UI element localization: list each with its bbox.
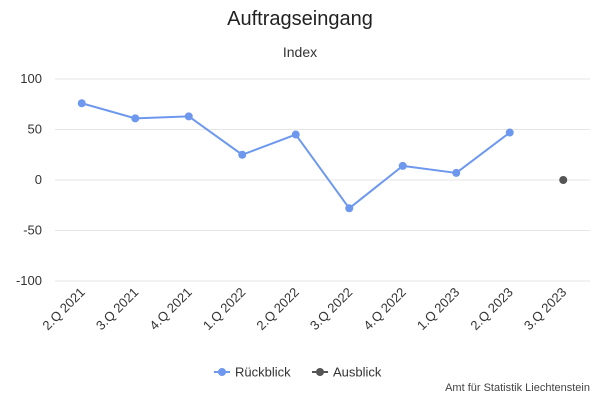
data-point bbox=[452, 168, 461, 177]
x-tick-label: 2.Q 2023 bbox=[467, 285, 515, 333]
data-point bbox=[505, 128, 514, 137]
data-point bbox=[238, 150, 247, 159]
chart-subtitle: Index bbox=[282, 44, 318, 60]
legend-item[interactable]: Rückblick bbox=[235, 365, 291, 380]
x-tick-label: 1.Q 2022 bbox=[200, 285, 248, 333]
legend-marker bbox=[316, 368, 324, 376]
data-point bbox=[398, 161, 407, 170]
data-point bbox=[291, 130, 300, 139]
data-point bbox=[559, 176, 568, 184]
y-tick-label: 100 bbox=[20, 71, 42, 86]
x-tick-label: 3.Q 2023 bbox=[521, 285, 569, 333]
y-tick-label: 50 bbox=[28, 122, 42, 137]
data-point bbox=[184, 112, 193, 121]
y-tick-label: 0 bbox=[35, 172, 42, 187]
x-tick-label: 2.Q 2022 bbox=[253, 285, 301, 333]
x-tick-label: 4.Q 2022 bbox=[360, 285, 408, 333]
y-tick-label: -50 bbox=[23, 223, 42, 238]
x-tick-label: 3.Q 2022 bbox=[307, 285, 355, 333]
x-tick-label: 1.Q 2023 bbox=[414, 285, 462, 333]
y-tick-label: -100 bbox=[16, 273, 42, 288]
legend-item[interactable]: Ausblick bbox=[333, 365, 382, 380]
data-point bbox=[345, 204, 354, 213]
legend-marker bbox=[218, 368, 226, 376]
data-point bbox=[131, 114, 140, 123]
x-tick-label: 4.Q 2021 bbox=[146, 285, 194, 333]
x-tick-label: 3.Q 2021 bbox=[93, 285, 141, 333]
series-line bbox=[81, 102, 511, 210]
x-tick-label: 2.Q 2021 bbox=[39, 285, 87, 333]
chart-title: Auftragseingang bbox=[227, 8, 373, 30]
chart-credit: Amt für Statistik Liechtenstein bbox=[445, 382, 590, 394]
data-point bbox=[77, 99, 86, 108]
